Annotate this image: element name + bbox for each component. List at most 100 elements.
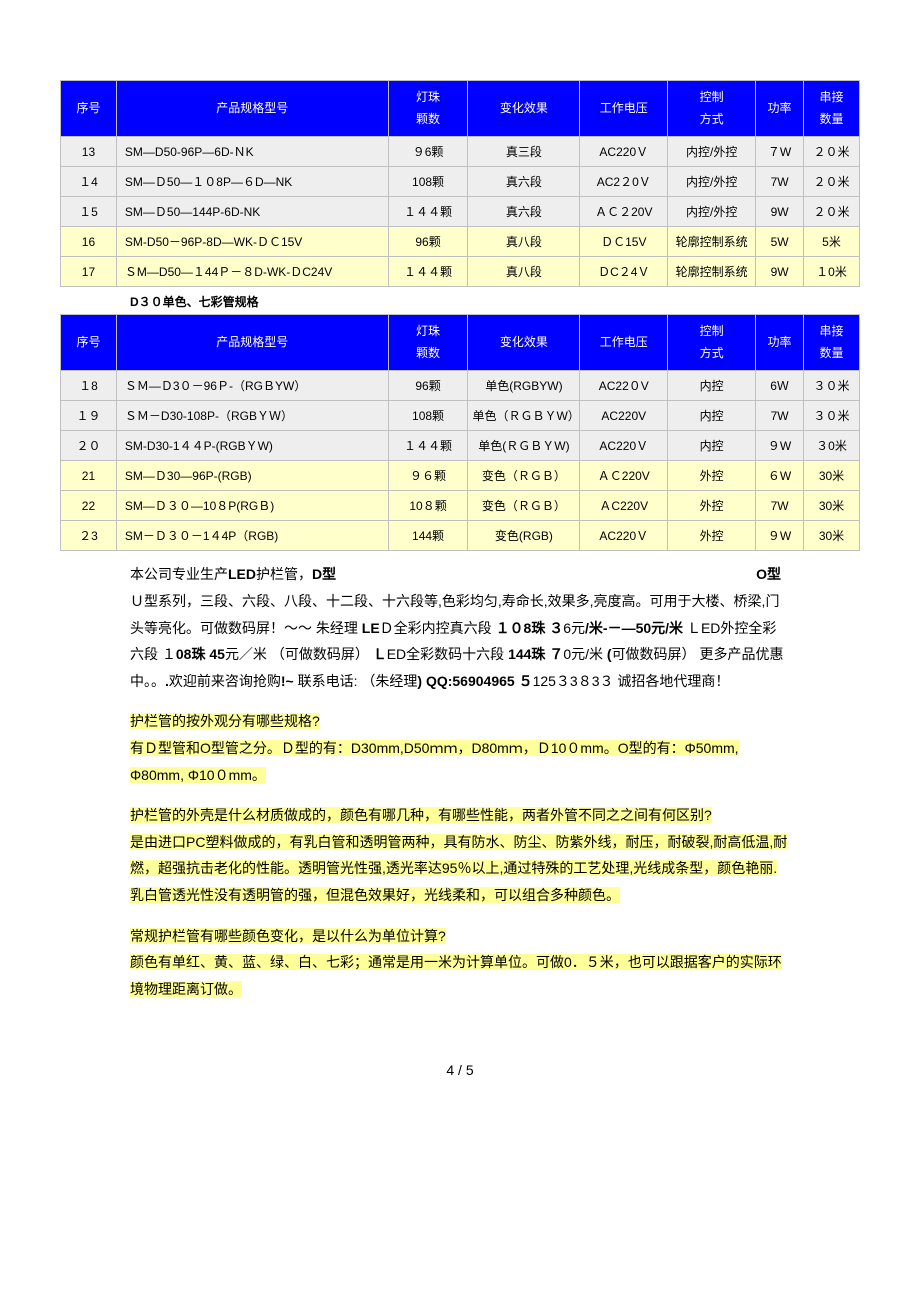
qa-block-3: 常规护栏管有哪些颜色变化，是以什么为单位计算? 颜色有单红、黄、蓝、绿、白、七彩… [130, 923, 790, 1003]
qa-block-1: 护栏管的按外观分有哪些规格? 有Ｄ型管和O型管之分。Ｄ型的有：D30mm,D50… [130, 708, 790, 788]
a1-text: 有Ｄ型管和O型管之分。Ｄ型的有：D30mm,D50ｍｍ，D80mｍ，Ｄ10０mm… [130, 740, 739, 783]
q3-text: 常规护栏管有哪些颜色变化，是以什么为单位计算? [130, 928, 446, 944]
para-after-dot: 欢迎前来咨询抢购 [169, 673, 281, 689]
cell: 30米 [804, 461, 860, 491]
cell: 内控 [668, 431, 756, 461]
intro-d-model: D型 [312, 566, 336, 582]
body-content: 本公司专业生产LED护栏管，D型O型 Ｕ型系列，三段、六段、八段、十二段、十六段… [130, 561, 790, 1002]
cell: ７W [756, 137, 804, 167]
table-row: 17ＳM—D50—１44Ｐ－８D-WK-ＤC24V１４４颗真八段ＤC２4Ｖ轮廓控… [61, 257, 860, 287]
table-row: 21SM—Ｄ30—96P-(RGB)９６颗变色（ＲＧＢ）ＡＣ220V外控６W30… [61, 461, 860, 491]
para-after-qq: 125３3８3３ 诚招各地代理商！ [533, 673, 730, 689]
a3-text: 颜色有单红、黄、蓝、绿、白、七彩；通常是用一米为计算单位。可做0．５米，也可以跟… [130, 954, 782, 997]
cell: 单色（ＲＧＢＹW） [468, 401, 580, 431]
para-after-excl: 联系电话: （朱经理 [294, 673, 418, 689]
spec-table-1-head: 序号产品规格型号灯珠颗数变化效果工作电压控制方式功率串接数量 [61, 81, 860, 137]
para-after-144: 0元/米 [563, 646, 607, 662]
para-after-45: 元／米 （可做数码屏） [225, 646, 369, 662]
cell: １４４颗 [388, 431, 468, 461]
cell: 7W [756, 401, 804, 431]
cell: 9W [756, 197, 804, 227]
cell: ３0米 [804, 431, 860, 461]
cell: ９W [756, 431, 804, 461]
cell-model: SM－Ｄ３０－1４4P（RGB) [116, 521, 388, 551]
cell: 30米 [804, 491, 860, 521]
cell: 7W [756, 167, 804, 197]
cell: １４４颗 [388, 197, 468, 227]
cell: ２3 [61, 521, 117, 551]
cell: 5W [756, 227, 804, 257]
cell: 内控/外控 [668, 137, 756, 167]
cell: １8 [61, 371, 117, 401]
para-after-108: 6元 [563, 620, 585, 636]
col-header: 灯珠颗数 [388, 315, 468, 371]
cell-model: SM—Ｄ３０—10８P(RGＢ) [116, 491, 388, 521]
para-after-le: Ｄ全彩内控真六段 [380, 620, 496, 636]
q1-label: 护 [130, 713, 144, 729]
cell-model: SM—D50-96P—6D-ＮK [116, 137, 388, 167]
cell-model: ＳＭ—Ｄ3０－96Ｐ-（RGＢYW） [116, 371, 388, 401]
col-header: 序号 [61, 81, 117, 137]
col-header: 变化效果 [468, 81, 580, 137]
cell: 轮廓控制系统 [668, 257, 756, 287]
qa-block-2: 护栏管的外壳是什么材质做成的，颜色有哪几种，有哪些性能，两者外管不同之之间有何区… [130, 802, 790, 908]
cell: ＤC２4Ｖ [580, 257, 668, 287]
cell: 21 [61, 461, 117, 491]
cell: 16 [61, 227, 117, 257]
table-row: １5SM—Ｄ50—144P-6D-NK１４４颗真六段ＡＣ２20V内控/外控9W２… [61, 197, 860, 227]
cell-model: SM-D30-1４４P-(RGBＹW) [116, 431, 388, 461]
cell: １4 [61, 167, 117, 197]
intro-after-led: 护栏管， [256, 566, 312, 582]
para-bold-qq: ) QQ:56904965 ５ [417, 673, 532, 689]
cell: 真八段 [468, 257, 580, 287]
cell: 96颗 [388, 227, 468, 257]
cell: AC220Ｖ [580, 431, 668, 461]
cell: １９ [61, 401, 117, 431]
cell: 内控/外控 [668, 167, 756, 197]
cell: 内控 [668, 401, 756, 431]
intro-o-model: O型 [756, 566, 781, 582]
q2-rest: 的外壳是什么材质做成的，颜色有哪几种，有哪些性能，两者外管不同之之间有何区别? [172, 807, 712, 823]
col-header: 变化效果 [468, 315, 580, 371]
table-row: 22SM—Ｄ３０—10８P(RGＢ)10８颗变色（ＲＧＢ）ＡC220V外控7W3… [61, 491, 860, 521]
col-header: 控制方式 [668, 81, 756, 137]
cell: 变色（ＲＧＢ） [468, 491, 580, 521]
para-bold-08: 08珠 45 [176, 646, 225, 662]
cell: 17 [61, 257, 117, 287]
cell: 96颗 [388, 371, 468, 401]
para-after-led2: ED全彩数码十六段 [387, 646, 508, 662]
cell: 108颗 [388, 401, 468, 431]
cell: １0米 [804, 257, 860, 287]
table-row: １９ＳＭ－D30-108P-（RGBＹＷ）108颗单色（ＲＧＢＹW）AC220V… [61, 401, 860, 431]
intro-paragraph: 本公司专业生产LED护栏管，D型O型 Ｕ型系列，三段、六段、八段、十二段、十六段… [130, 561, 790, 694]
para-bold-excl: !~ [281, 673, 294, 689]
cell: ＡC220V [580, 491, 668, 521]
q2-label: 护栏管 [130, 807, 172, 823]
cell: ２０米 [804, 167, 860, 197]
cell-model: SM—Ｄ50—１０8P—６D—NK [116, 167, 388, 197]
table-row: 16SM-D50－96P-8D—WK-ＤＣ15V96颗真八段ＤＣ15V轮廓控制系… [61, 227, 860, 257]
cell: ２０ [61, 431, 117, 461]
cell: 真三段 [468, 137, 580, 167]
cell: 真六段 [468, 167, 580, 197]
para-bold-108: １０8珠 ３ [496, 620, 564, 636]
cell: ２０米 [804, 197, 860, 227]
table-row: ２3SM－Ｄ３０－1４4P（RGB)144颗变色(RGB)AC220Ｖ外控９W3… [61, 521, 860, 551]
col-header: 串接数量 [804, 81, 860, 137]
a2-text: 是由进口PC塑料做成的，有乳白管和透明管两种，具有防水、防尘、防紫外线，耐压，耐… [130, 834, 787, 903]
cell: 30米 [804, 521, 860, 551]
page-footer: 4 / 5 [60, 1062, 860, 1078]
col-header: 控制方式 [668, 315, 756, 371]
cell: AC220Ｖ [580, 137, 668, 167]
para-bold-led2: Ｌ [369, 646, 387, 662]
intro-led-bold: LED [228, 566, 256, 582]
cell: ３０米 [804, 401, 860, 431]
d30-subtitle: D３０单色、七彩管规格 [130, 293, 860, 310]
cell: ３０米 [804, 371, 860, 401]
cell-model: SM—Ｄ50—144P-6D-NK [116, 197, 388, 227]
para-bold-le: LE [362, 620, 380, 636]
cell: 变色（ＲＧＢ） [468, 461, 580, 491]
spec-table-2-head: 序号产品规格型号灯珠颗数变化效果工作电压控制方式功率串接数量 [61, 315, 860, 371]
cell: 单色(RGBYW) [468, 371, 580, 401]
q1-highlight: 护 [130, 713, 144, 729]
